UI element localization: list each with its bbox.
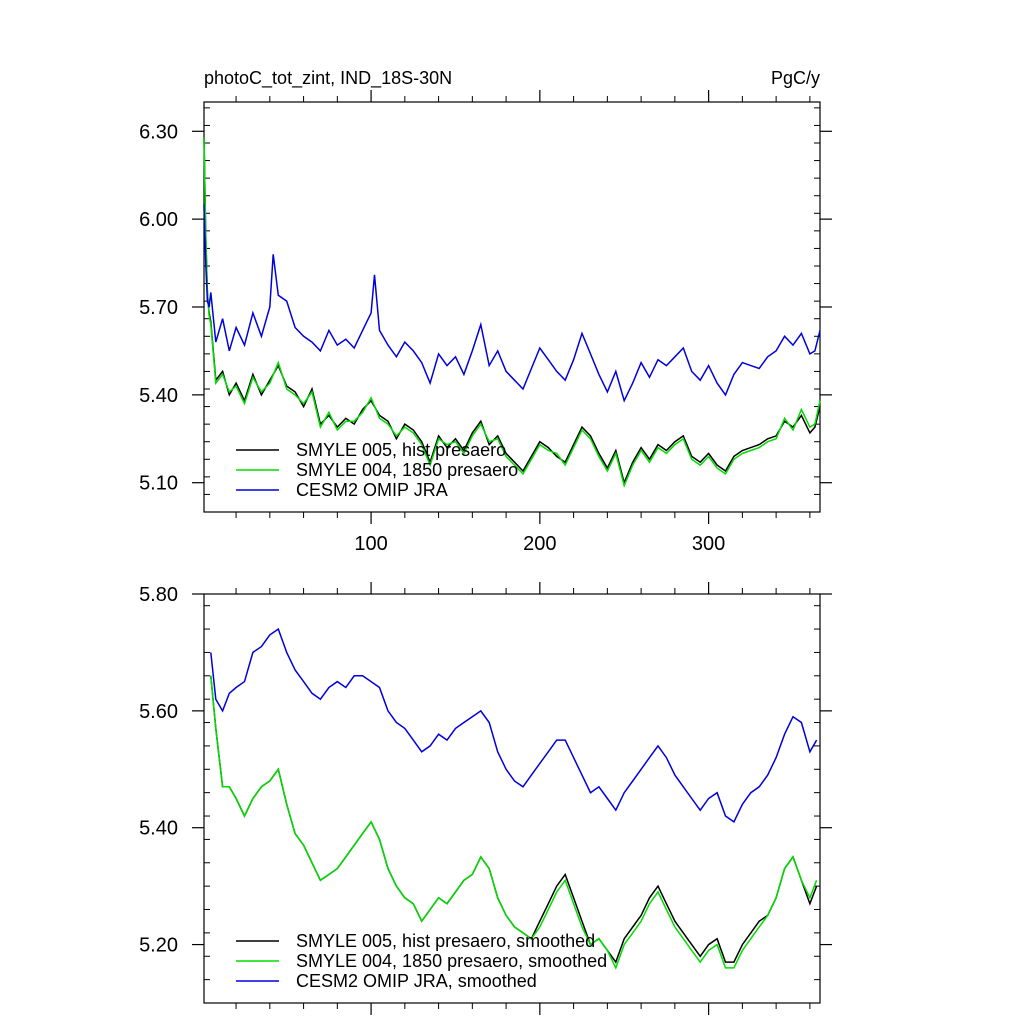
top-panel: photoC_tot_zint, IND_18S-30N PgC/y 5.105… xyxy=(139,68,832,555)
legend-label-3: CESM2 OMIP JRA xyxy=(296,480,448,500)
y-tick-label: 5.80 xyxy=(139,584,178,606)
y-tick-label: 5.60 xyxy=(139,701,178,723)
y-tick-label: 5.40 xyxy=(139,385,178,407)
x-tick-label: 100 xyxy=(354,533,387,555)
chart-title: photoC_tot_zint, IND_18S-30N xyxy=(204,68,452,89)
bottom-plot-area: 5.20 5.40 5.60 5.80 SMYLE 005, hist presaero… xyxy=(139,582,832,1015)
x-tick-label: 200 xyxy=(523,533,556,555)
legend-label-1: SMYLE 005, hist presaero xyxy=(296,440,506,460)
units-label: PgC/y xyxy=(771,68,820,88)
legend-label-1: SMYLE 005, hist presaero, smoothed xyxy=(296,931,595,951)
series-line-3 xyxy=(210,627,818,824)
top-plot-area: 5.10 5.40 5.70 6.00 6.30 100 200 300 SMYLE 005, … xyxy=(139,90,832,555)
y-tick-label: 5.70 xyxy=(139,297,178,319)
series-line-1 xyxy=(210,675,818,964)
series-line-3 xyxy=(203,204,821,403)
y-tick-label: 5.40 xyxy=(139,818,178,840)
y-tick-label: 5.20 xyxy=(139,935,178,957)
legend-label-2: SMYLE 004, 1850 presaero xyxy=(296,460,518,480)
y-tick-label: 6.00 xyxy=(139,209,178,231)
series-line-1 xyxy=(203,137,821,486)
series-line-2 xyxy=(203,137,821,488)
y-tick-label: 5.10 xyxy=(139,473,178,495)
plot-frame xyxy=(203,593,821,1004)
bottom-panel: 5.20 5.40 5.60 5.80 SMYLE 005, hist presaero… xyxy=(139,582,832,1015)
legend-label-2: SMYLE 004, 1850 presaero, smoothed xyxy=(296,951,607,971)
x-tick-label: 300 xyxy=(692,533,725,555)
y-tick-label: 6.30 xyxy=(139,121,178,143)
legend-label-3: CESM2 OMIP JRA, smoothed xyxy=(296,971,537,991)
series-line-2 xyxy=(210,675,818,970)
